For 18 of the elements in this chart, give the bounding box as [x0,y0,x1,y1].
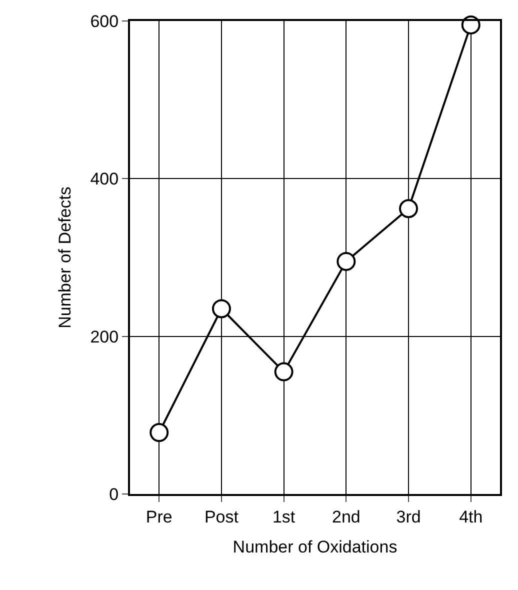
y-tick-label: 200 [90,327,119,346]
x-tick-label: 2nd [332,507,360,526]
point [150,423,169,442]
y-tick-label: 0 [109,484,119,504]
x-axis-title: Number of Oxidations [232,537,398,556]
point [212,299,231,318]
x-tick-label: Pre [146,507,172,526]
point [461,15,480,34]
x-tick-label: 1st [272,507,296,526]
y-tick-label: 400 [90,170,119,189]
point [336,252,356,271]
y-tick-label: 600 [90,12,119,31]
x-tick-label: 4th [459,507,483,526]
x-tick-label: Post [204,507,239,526]
point [399,199,418,218]
y-axis-title: Number of Defects [55,186,74,328]
point [274,362,294,382]
x-tick-label: 3rd [396,507,421,526]
